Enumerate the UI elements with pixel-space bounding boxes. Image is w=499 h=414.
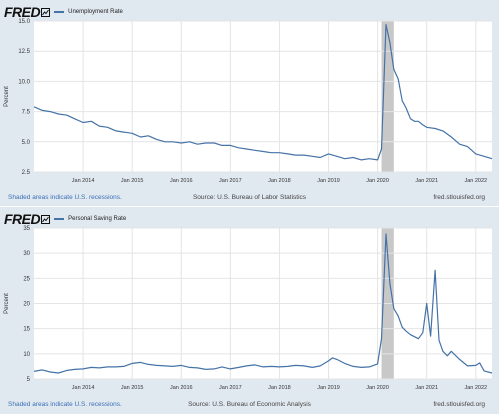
x-tick-label: Jan 2016 [170, 385, 193, 391]
x-tick-label: Jan 2021 [415, 385, 438, 391]
y-tick-label: 25 [23, 276, 30, 282]
y-tick-label: 20 [23, 302, 30, 308]
y-tick-label: 15 [23, 327, 30, 333]
recession-note-link[interactable]: Shaded areas indicate U.S. recessions. [8, 194, 122, 201]
x-tick-label: Jan 2017 [219, 178, 242, 184]
x-tick-label: Jan 2019 [317, 178, 340, 184]
source-text: Source: U.S. Bureau of Labor Statistics [192, 194, 307, 201]
x-tick-label: Jan 2022 [464, 385, 487, 391]
fred-url[interactable]: fred.stlouisfed.org [433, 194, 485, 201]
x-tick-label: Jan 2018 [268, 385, 291, 391]
recession-note-link[interactable]: Shaded areas indicate U.S. recessions. [8, 401, 122, 408]
chart-panel-unemployment: FRED Unemployment Rate 2.5 5.0 7.5 10.0 12.5… [0, 0, 499, 207]
source-text: Source: U.S. Bureau of Economic Analysis [188, 401, 311, 408]
y-tick-label: 7.5 [22, 110, 31, 116]
y-tick-label: 15.0 [18, 19, 30, 25]
y-tick-label: 10.0 [18, 79, 30, 85]
x-tick-label: Jan 2016 [170, 178, 193, 184]
x-tick-label: Jan 2014 [72, 385, 95, 391]
x-tick-label: Jan 2019 [317, 385, 340, 391]
x-tick-label: Jan 2021 [415, 178, 438, 184]
fred-logo-chart-icon [41, 7, 51, 17]
x-tick-label: Jan 2018 [268, 178, 291, 184]
x-tick-label: Jan 2015 [121, 385, 144, 391]
y-axis-label: Percent [4, 86, 10, 107]
x-tick-label: Jan 2014 [72, 178, 95, 184]
chart-panel-saving-rate: FRED Personal Saving Rate 5 10 15 20 25 30 35 J… [0, 207, 499, 414]
y-tick-label: 10 [23, 352, 30, 358]
y-tick-label: 12.5 [18, 49, 30, 55]
unemployment-rate-chart: 2.5 5.0 7.5 10.0 12.5 15.0 Jan 2014 Jan 2015 Jan… [4, 19, 493, 184]
fred-url[interactable]: fred.stlouisfed.org [433, 401, 485, 408]
chart-footer: Shaded areas indicate U.S. recessions. S… [0, 192, 499, 204]
y-tick-label: 5 [27, 377, 31, 383]
x-tick-label: Jan 2017 [219, 385, 242, 391]
chart-footer: Shaded areas indicate U.S. recessions. S… [0, 399, 499, 411]
fred-logo[interactable]: FRED [4, 211, 41, 227]
chart-header: FRED Unemployment Rate [4, 4, 123, 20]
x-tick-label: Jan 2020 [366, 178, 389, 184]
fred-logo[interactable]: FRED [4, 4, 41, 20]
series-line [33, 233, 493, 374]
series-line [33, 24, 493, 161]
y-tick-label: 30 [23, 251, 30, 257]
legend-line-swatch [54, 11, 65, 13]
y-tick-label: 2.5 [22, 170, 31, 176]
legend-label: Unemployment Rate [68, 9, 123, 15]
y-tick-label: 35 [23, 226, 30, 232]
x-tick-label: Jan 2015 [121, 178, 144, 184]
personal-saving-rate-chart: 5 10 15 20 25 30 35 Jan 2014 Jan 2015 Jan 2016 Jan… [4, 226, 493, 391]
x-tick-label: Jan 2020 [366, 385, 389, 391]
fred-logo-chart-icon [41, 214, 51, 224]
y-axis-label: Percent [4, 293, 10, 314]
x-tick-label: Jan 2022 [464, 178, 487, 184]
y-tick-label: 5.0 [22, 140, 31, 146]
plot-area [34, 21, 492, 172]
legend-label: Personal Saving Rate [68, 216, 127, 222]
chart-header: FRED Personal Saving Rate [4, 211, 126, 227]
legend-line-swatch [54, 218, 65, 220]
